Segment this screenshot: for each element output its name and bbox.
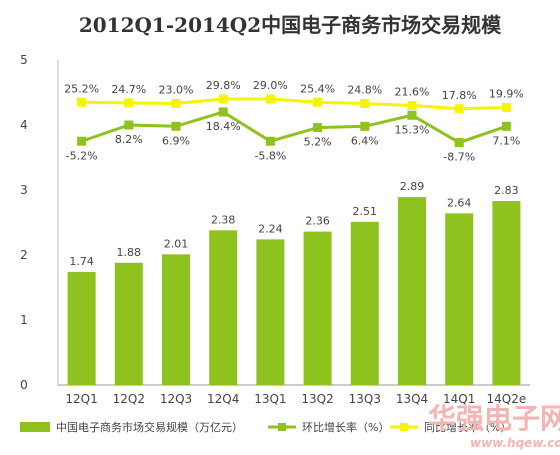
line-marker	[360, 121, 370, 131]
bar-value-label: 2.89	[400, 180, 425, 193]
bar	[398, 197, 426, 385]
bar-value-label: 2.64	[447, 196, 472, 209]
legend-swatch-bar	[20, 422, 50, 432]
yoy-growth-line	[81, 97, 507, 111]
bar	[303, 231, 332, 385]
line-value-label: 19.9%	[489, 87, 524, 100]
bar	[209, 230, 238, 385]
legend-swatch-marker	[278, 423, 286, 431]
legend-label: 同比增长率（%）	[424, 420, 511, 434]
line-value-label: 8.2%	[115, 133, 143, 146]
line-value-label: -5.2%	[66, 149, 98, 162]
legend-swatch-marker	[400, 423, 408, 431]
y-tick-label: 3	[20, 183, 28, 197]
bar-value-label: 2.36	[305, 215, 330, 228]
line-value-label: 15.3%	[395, 123, 430, 136]
bar-value-label: 2.38	[211, 213, 236, 226]
line-marker	[218, 107, 228, 117]
line-marker	[171, 99, 181, 109]
bar	[492, 201, 521, 385]
watermark-url: www.hqew.com	[470, 436, 560, 450]
bar-value-label: 1.74	[69, 255, 94, 268]
x-tick-label: 13Q1	[254, 392, 286, 406]
line-marker	[407, 110, 417, 120]
x-tick-label: 12Q2	[113, 392, 145, 406]
bar	[162, 254, 190, 385]
x-tick-label: 12Q3	[160, 392, 192, 406]
x-tick-label: 13Q3	[349, 392, 381, 406]
y-tick-label: 0	[20, 378, 28, 392]
line-marker	[77, 97, 87, 107]
legend-label: 环比增长率（%）	[302, 420, 389, 434]
line-value-label: 24.8%	[347, 84, 382, 97]
legend: 中国电子商务市场交易规模（万亿元） 环比增长率（%） 同比增长率（%）	[20, 420, 511, 434]
line-marker	[360, 99, 370, 109]
line-marker	[454, 138, 464, 148]
mom-growth-line	[81, 110, 507, 145]
y-tick-label: 1	[20, 313, 28, 327]
line-value-label: 24.7%	[111, 83, 146, 96]
line-marker	[77, 136, 87, 146]
line-value-label: -8.7%	[443, 151, 475, 164]
line-value-label: -5.8%	[254, 149, 286, 162]
bar-value-label: 1.88	[117, 246, 142, 259]
x-tick-label: 13Q4	[396, 392, 428, 406]
chart-title: 2012Q1-2014Q2中国电子商务市场交易规模	[79, 13, 502, 37]
bar-value-label: 2.51	[353, 205, 378, 218]
bar-value-label: 2.24	[258, 222, 283, 235]
watermark-logo: 华强电子网	[428, 402, 560, 435]
line-value-label: 21.6%	[395, 86, 430, 99]
line-value-label: 25.4%	[300, 82, 335, 95]
line-value-label: 5.2%	[304, 136, 332, 149]
x-tick-label: 13Q2	[301, 392, 333, 406]
bar	[256, 239, 285, 385]
watermark: 华强电子网 www.hqew.com	[428, 402, 560, 450]
bar	[114, 262, 143, 385]
bar	[350, 221, 379, 385]
line-marker	[218, 94, 228, 104]
x-tick-label: 14Q1	[443, 392, 475, 406]
line-marker	[313, 123, 323, 133]
line-marker	[313, 97, 323, 107]
bar-value-label: 2.83	[494, 184, 519, 197]
line-value-label: 18.4%	[206, 120, 241, 133]
y-tick-label: 4	[20, 118, 28, 132]
line-value-label: 23.0%	[159, 84, 194, 97]
line-value-label: 17.8%	[442, 89, 477, 102]
x-tick-label: 14Q2e	[487, 392, 527, 406]
line-marker	[407, 101, 417, 110]
line-marker	[501, 121, 511, 131]
line-marker	[501, 102, 511, 112]
line-marker	[265, 94, 275, 104]
line-value-label: 29.0%	[253, 79, 288, 92]
x-tick-label: 12Q4	[207, 392, 239, 406]
line-value-label: 25.2%	[64, 82, 99, 95]
line-value-label: 6.4%	[351, 134, 379, 147]
y-tick-label: 5	[20, 53, 28, 67]
line-value-label: 29.8%	[206, 79, 241, 92]
x-tick-label: 12Q1	[65, 392, 97, 406]
plot-area: 0 1 2 3 4 5 1.74 1.88 2.01 2.38 2.24 2.36 2.51 2.89 2.…	[20, 53, 530, 406]
line-marker	[124, 98, 134, 108]
bar	[445, 213, 474, 385]
line-marker	[171, 121, 181, 131]
line-marker	[265, 136, 275, 146]
line-value-label: 6.9%	[162, 134, 190, 147]
line-marker	[124, 120, 134, 130]
line-value-label: 7.1%	[492, 134, 520, 147]
line-marker	[454, 104, 464, 114]
y-tick-label: 2	[20, 248, 28, 262]
bar-value-label: 2.01	[164, 237, 189, 250]
bar	[67, 271, 96, 385]
legend-label: 中国电子商务市场交易规模（万亿元）	[56, 420, 243, 434]
